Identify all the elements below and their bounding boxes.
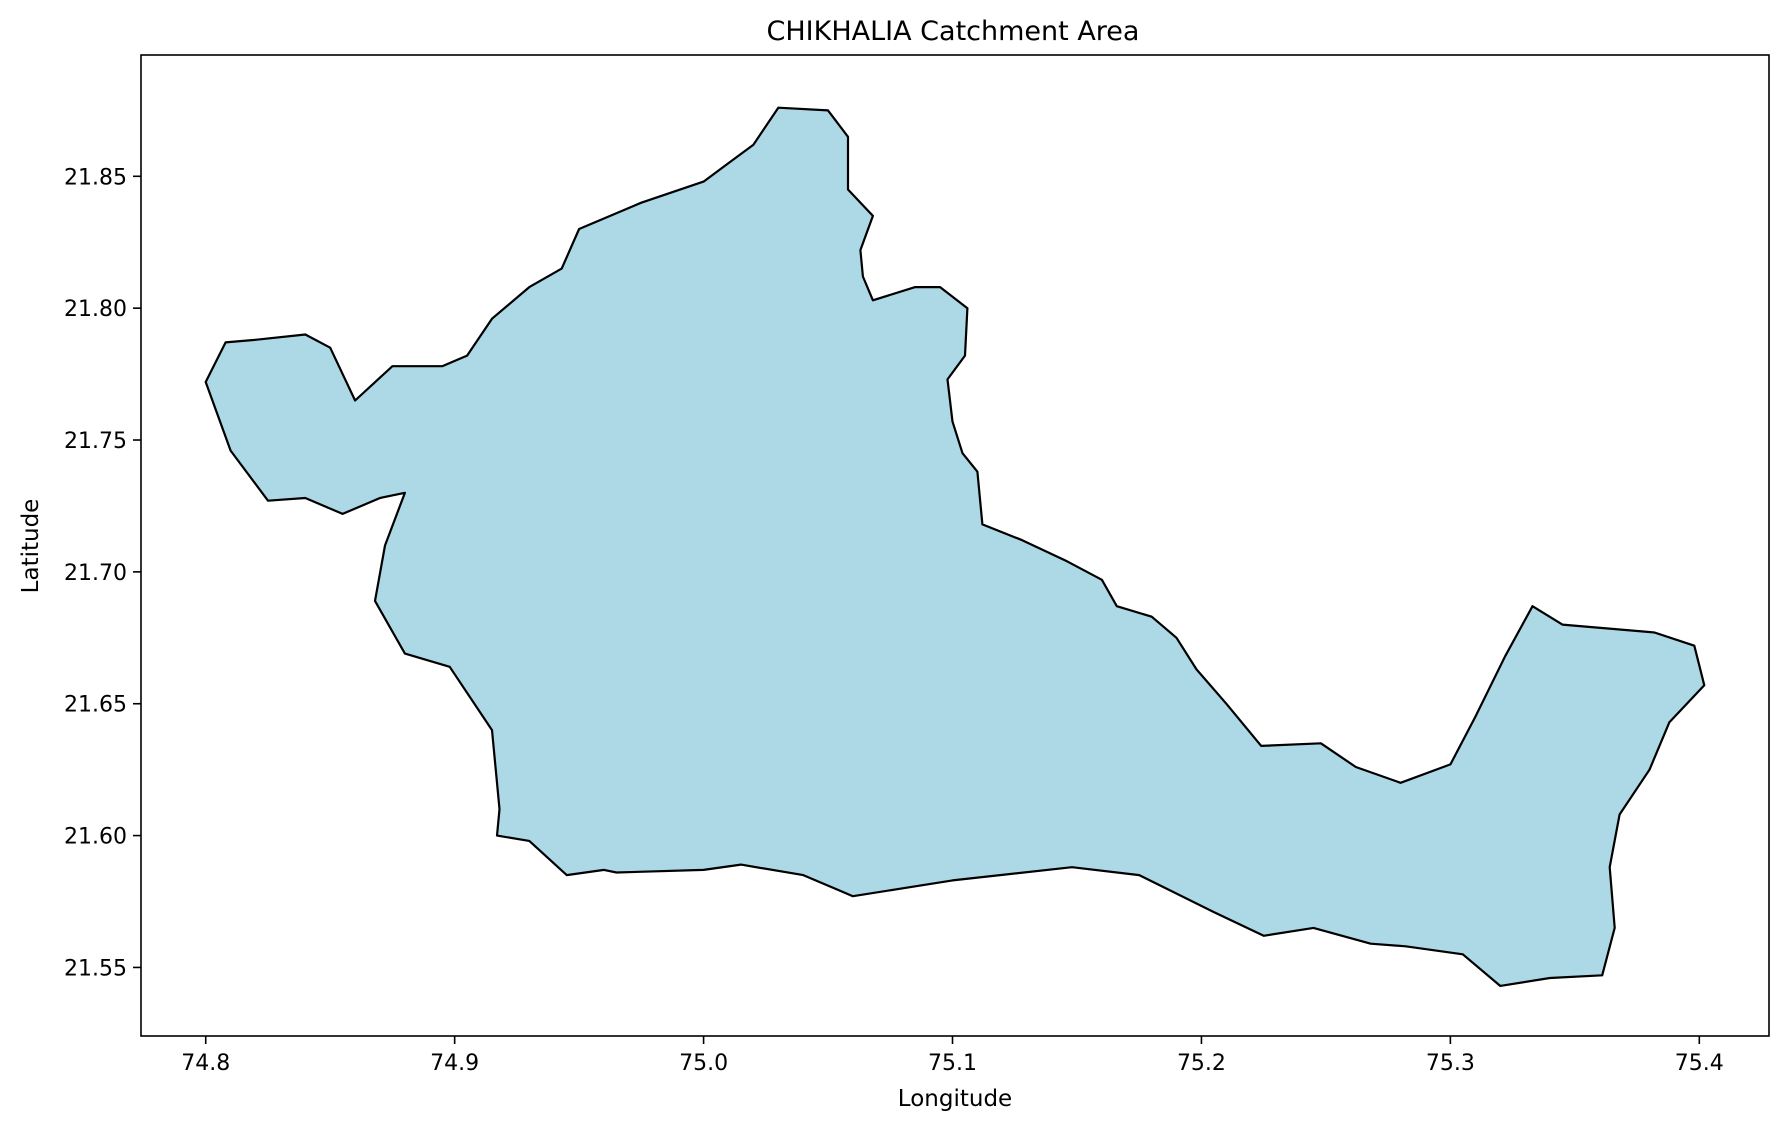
y-axis-ticks: 21.55 21.60 21.65 21.70 21.75 21.80 21.85	[64, 165, 141, 981]
y-tick-label: 21.85	[64, 165, 127, 190]
x-tick-label: 75.3	[1426, 1051, 1475, 1076]
y-tick-label: 21.65	[64, 693, 127, 718]
map-title: CHIKHALIA Catchment Area	[767, 16, 1140, 47]
y-tick-label: 21.60	[64, 825, 127, 850]
x-tick-label: 74.8	[181, 1051, 230, 1076]
x-tick-label: 75.2	[1177, 1051, 1226, 1076]
plot-frame	[140, 54, 1770, 1037]
x-axis-ticks: 74.8 74.9 75.0 75.1 75.2 75.3 75.4	[181, 1036, 1724, 1076]
y-tick-label: 21.75	[64, 429, 127, 454]
x-tick-label: 75.1	[928, 1051, 977, 1076]
x-tick-label: 75.4	[1675, 1051, 1724, 1076]
y-tick-label: 21.80	[64, 297, 127, 322]
x-axis-label: Longitude	[898, 1086, 1012, 1112]
x-tick-label: 75.0	[679, 1051, 728, 1076]
y-axis-label: Latitude	[18, 499, 44, 594]
x-tick-label: 74.9	[430, 1051, 479, 1076]
y-tick-label: 21.55	[64, 956, 127, 981]
y-tick-label: 21.70	[64, 561, 127, 586]
catchment-area-polygon	[204, 106, 1706, 987]
